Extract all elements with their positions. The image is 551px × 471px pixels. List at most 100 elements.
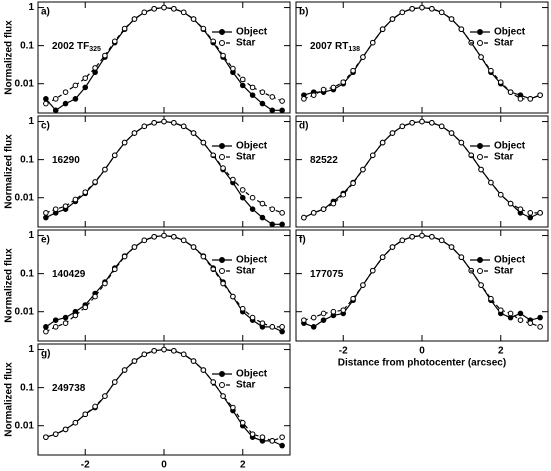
y-tick-label: 0.01 — [15, 192, 35, 203]
data-point — [141, 9, 148, 16]
y-tick-label: 1 — [28, 116, 34, 127]
data-point — [43, 96, 49, 102]
object-name: 140429 — [52, 269, 86, 280]
series-line — [303, 120, 541, 219]
data-point — [43, 324, 49, 330]
data-point — [180, 9, 187, 16]
data-point — [131, 244, 138, 250]
data-point — [269, 206, 276, 212]
x-tick-label: 2 — [240, 460, 246, 471]
data-point — [131, 130, 138, 136]
data-point — [269, 221, 276, 228]
data-point — [72, 312, 79, 319]
data-point — [52, 96, 59, 102]
data-point — [43, 214, 49, 221]
data-point — [180, 237, 187, 244]
data-point — [389, 130, 396, 136]
series-line — [45, 348, 283, 442]
data-point — [200, 253, 207, 260]
data-point — [429, 119, 435, 126]
data-point — [488, 179, 494, 186]
x-axis-label: Distance from photocenter (arcsec) — [338, 358, 506, 369]
data-point — [537, 314, 543, 321]
data-point — [52, 324, 59, 330]
data-point — [43, 100, 49, 107]
object-name-sub: 325 — [89, 46, 101, 53]
data-point — [52, 107, 59, 114]
data-point — [279, 221, 285, 228]
x-tick-label: -2 — [81, 460, 90, 471]
legend-marker — [477, 257, 483, 263]
series-line — [303, 6, 541, 100]
data-point — [399, 237, 406, 244]
data-point — [171, 233, 177, 240]
y-axis-label: Normalized flux — [4, 134, 15, 209]
data-point — [210, 379, 217, 385]
data-point — [220, 280, 226, 287]
data-point — [82, 189, 89, 195]
y-axis-label: Normalized flux — [4, 248, 15, 323]
data-point — [279, 442, 285, 449]
panel-label: f) — [299, 235, 306, 246]
legend-marker — [477, 40, 483, 46]
data-point — [161, 4, 167, 11]
data-point — [310, 92, 317, 98]
data-point — [259, 214, 266, 221]
legend-label: Star — [236, 38, 256, 49]
data-point — [259, 434, 266, 440]
data-point — [230, 293, 236, 300]
data-point — [517, 206, 524, 212]
legend-label: Object — [236, 141, 268, 152]
legend-marker — [477, 29, 483, 35]
data-point — [151, 347, 157, 354]
data-point — [62, 314, 69, 321]
series-line — [303, 234, 541, 328]
data-point — [102, 166, 108, 173]
data-point — [497, 191, 504, 198]
data-point — [320, 86, 327, 93]
data-point — [62, 320, 69, 326]
object-name-main: 2002 TF — [52, 41, 89, 52]
data-point — [458, 254, 465, 261]
data-point — [320, 206, 327, 212]
data-point — [320, 317, 327, 323]
data-point — [92, 65, 98, 71]
data-point — [369, 39, 376, 46]
data-point — [409, 5, 415, 12]
data-point — [269, 324, 276, 330]
data-point — [301, 317, 307, 323]
data-point — [330, 200, 337, 207]
data-point — [92, 179, 98, 185]
legend-marker — [219, 29, 225, 35]
data-point — [171, 5, 177, 12]
data-point — [458, 139, 465, 146]
data-point — [379, 139, 386, 146]
legend-label: Star — [494, 266, 514, 277]
y-tick-label: 1 — [28, 2, 34, 13]
data-point — [62, 426, 69, 433]
data-point — [102, 280, 108, 287]
data-point — [497, 79, 504, 85]
data-point — [151, 119, 157, 126]
object-name: 2002 TF325 — [52, 41, 101, 53]
data-point — [330, 308, 337, 315]
data-point — [438, 237, 445, 244]
data-point — [409, 233, 415, 240]
data-point — [478, 166, 484, 173]
data-point — [102, 393, 108, 399]
data-point — [131, 16, 138, 22]
panel-label: d) — [299, 121, 308, 132]
data-point — [190, 358, 197, 364]
legend-label: Object — [494, 27, 526, 38]
legend-label: Star — [494, 152, 514, 163]
data-point — [279, 98, 285, 104]
data-point — [220, 393, 226, 399]
series-line — [303, 6, 541, 100]
x-tick-label: -2 — [339, 346, 348, 357]
panel-label: a) — [41, 7, 50, 18]
data-point — [121, 25, 128, 32]
data-point — [527, 96, 534, 102]
data-point — [200, 139, 207, 146]
y-tick-label: 0.1 — [20, 154, 34, 165]
